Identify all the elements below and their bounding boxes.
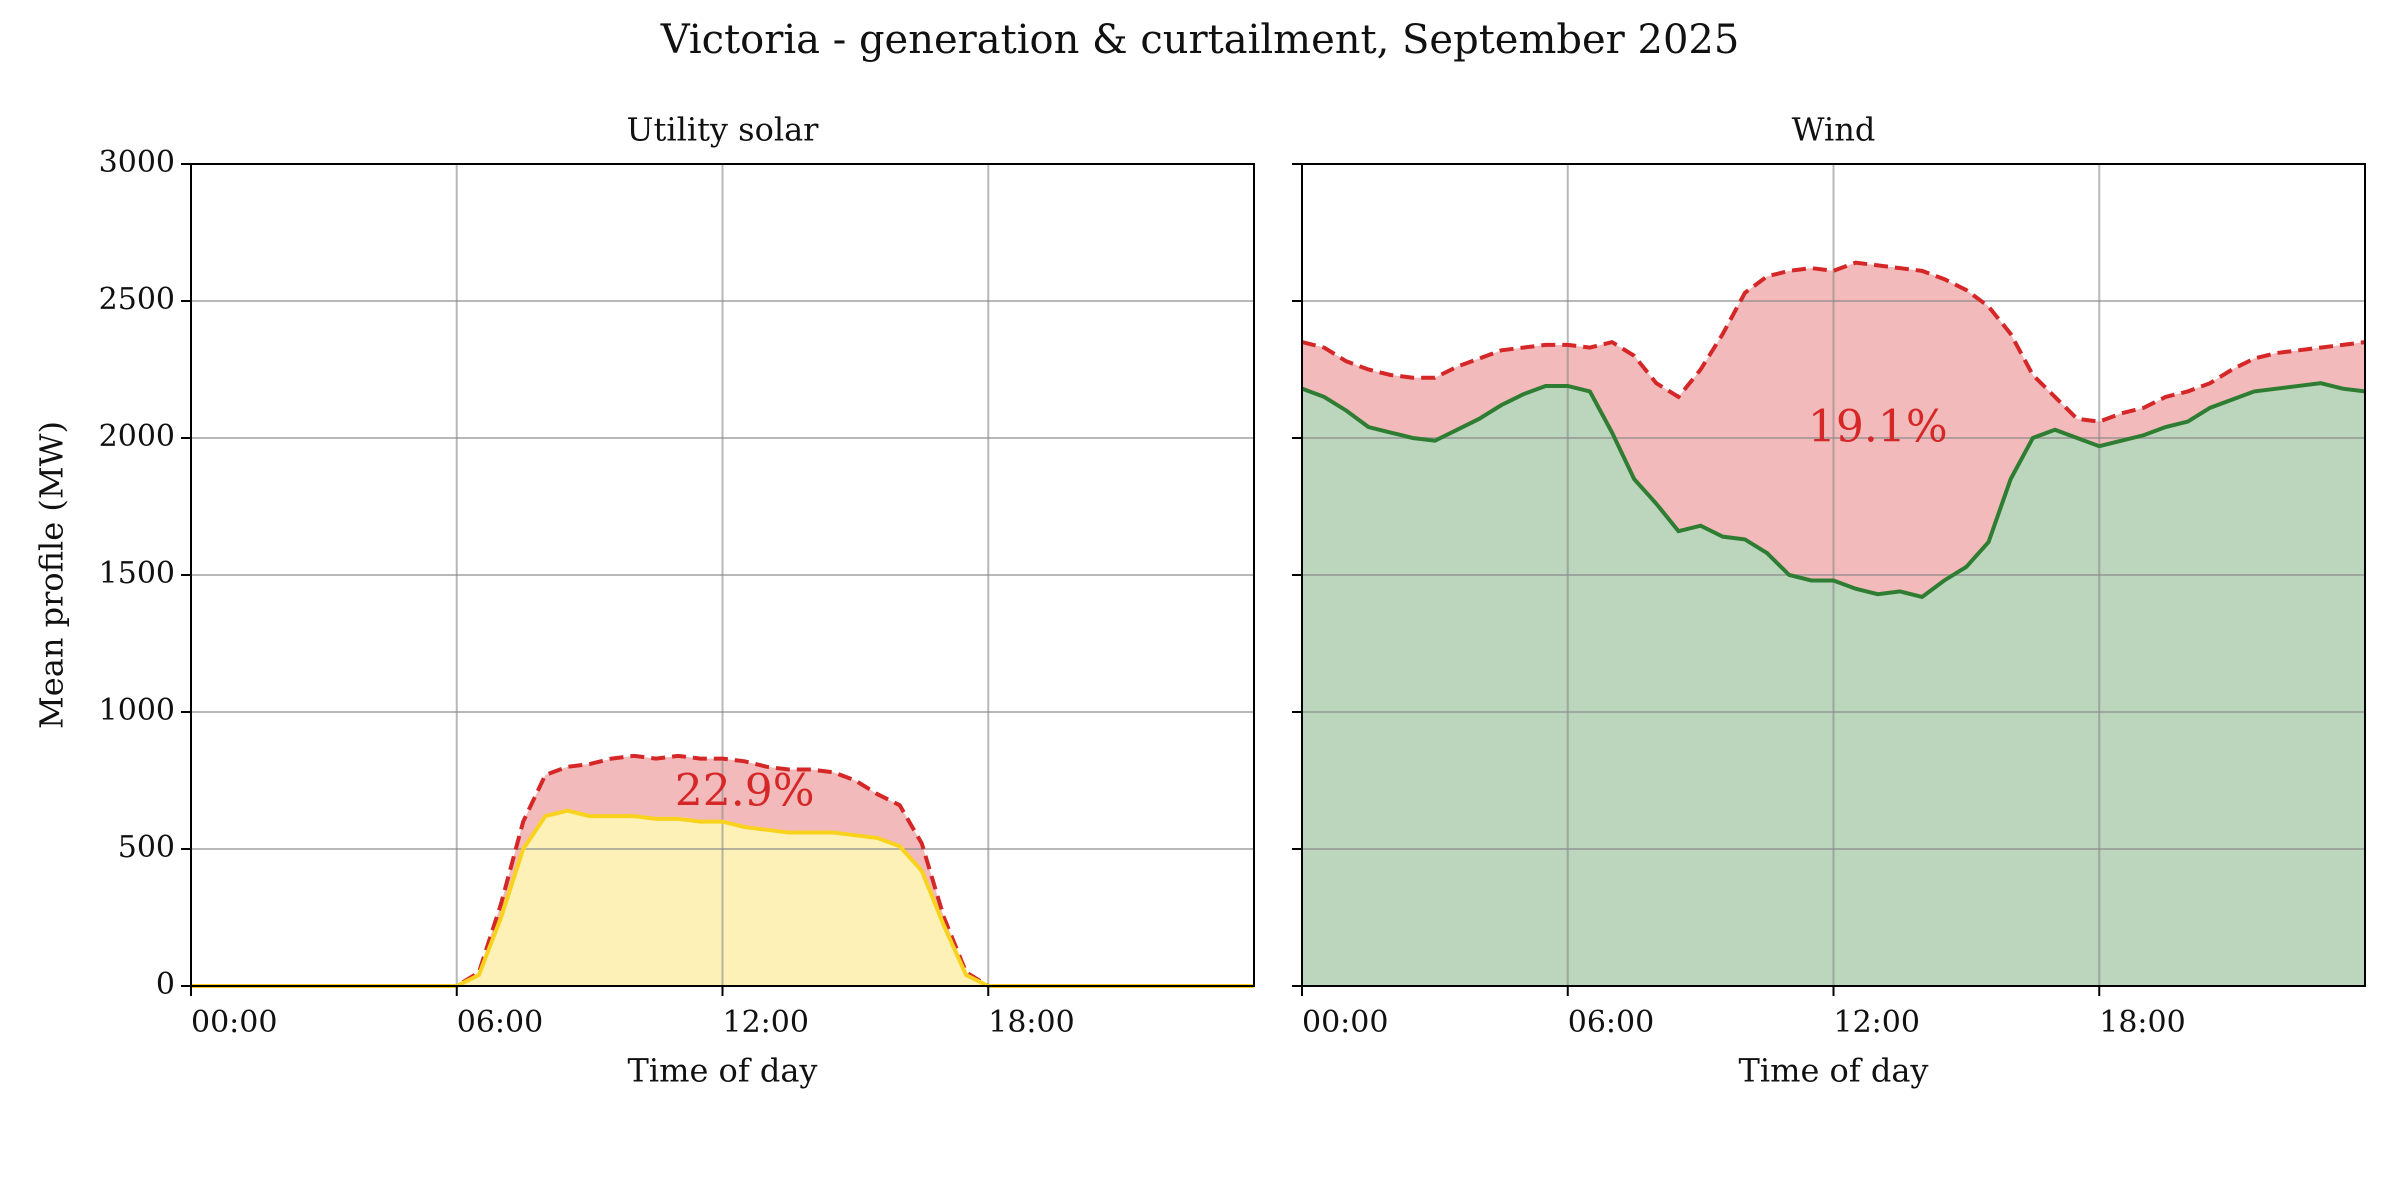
y-tick-label: 2500: [99, 282, 175, 317]
x-axis-label: Time of day: [628, 1052, 818, 1090]
x-tick-label: 12:00: [1834, 1005, 1920, 1040]
x-tick-label: 00:00: [191, 1005, 277, 1040]
curtailment-label: 19.1%: [1808, 401, 1948, 452]
potential-line: [1301, 260, 2366, 424]
x-tick-label: 18:00: [988, 1005, 1074, 1040]
y-tick-label: 0: [156, 967, 175, 1002]
x-tick-label: 12:00: [723, 1005, 809, 1040]
y-tick-label: 1000: [99, 693, 175, 728]
y-axis-label: Mean profile (MW): [33, 421, 71, 729]
y-tick-label: 500: [118, 830, 175, 865]
y-tick-label: 2000: [99, 419, 175, 454]
x-tick-label: 06:00: [1568, 1005, 1654, 1040]
x-tick-label: 06:00: [457, 1005, 543, 1040]
y-tick-label: 3000: [99, 145, 175, 180]
curtailment-label: 22.9%: [675, 766, 815, 817]
y-tick-label: 1500: [99, 556, 175, 591]
x-tick-label: 18:00: [2099, 1005, 2185, 1040]
plot: Wind 00:00 06:00 12:00 18:00 Time of day 19.1%: [1292, 111, 2366, 1090]
actual-line: [1301, 381, 2366, 600]
figure-title: Victoria - generation & curtailment, Sep…: [660, 17, 1740, 63]
subplot-title: Utility solar: [627, 111, 820, 149]
x-tick-label: 00:00: [1302, 1005, 1388, 1040]
x-axis-label: Time of day: [1739, 1052, 1929, 1090]
subplot-title: Wind: [1792, 111, 1876, 149]
plot: Utility solar 0 500 1000 1500 2000 2500 3000 00:…: [99, 111, 1255, 1090]
